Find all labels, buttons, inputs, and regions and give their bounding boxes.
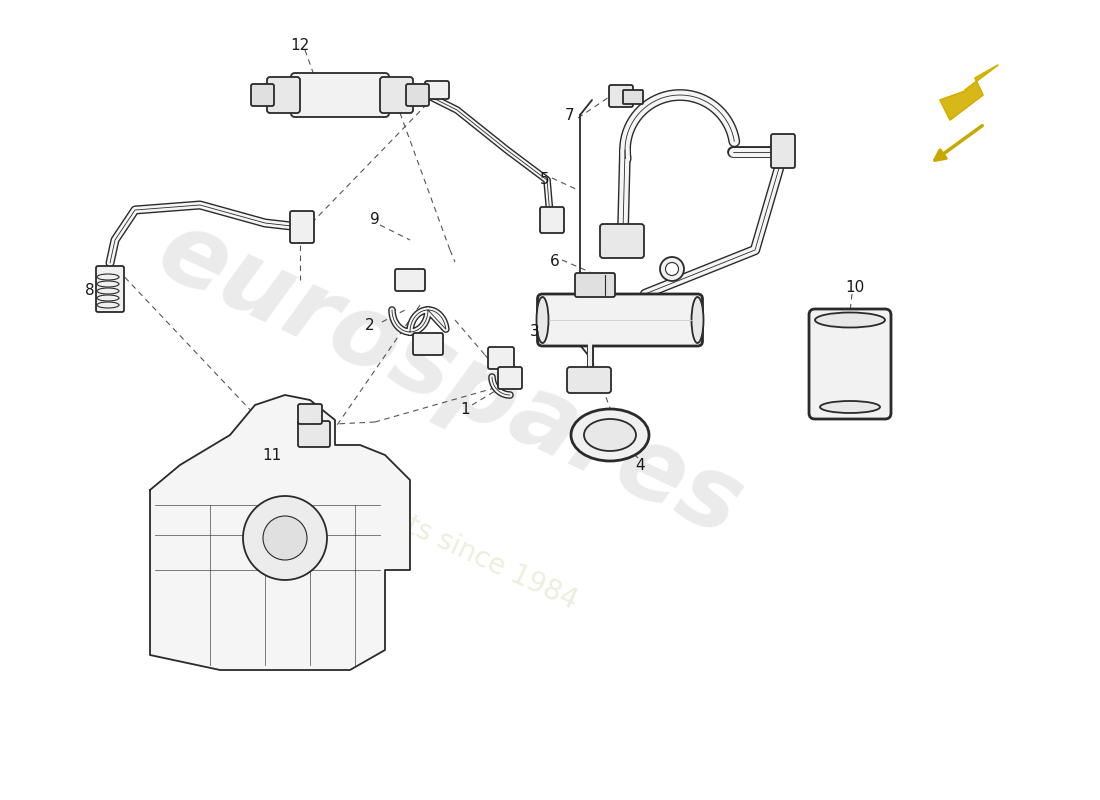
FancyBboxPatch shape — [575, 273, 615, 297]
Text: 12: 12 — [290, 38, 309, 53]
FancyBboxPatch shape — [290, 211, 314, 243]
FancyBboxPatch shape — [771, 134, 795, 168]
FancyBboxPatch shape — [267, 77, 300, 113]
FancyBboxPatch shape — [600, 224, 643, 258]
Circle shape — [243, 496, 327, 580]
Polygon shape — [150, 395, 410, 670]
FancyBboxPatch shape — [251, 84, 274, 106]
Ellipse shape — [97, 281, 119, 287]
FancyBboxPatch shape — [395, 269, 425, 291]
Ellipse shape — [584, 419, 636, 451]
Ellipse shape — [97, 274, 119, 280]
Text: 2: 2 — [365, 318, 375, 333]
Text: 9: 9 — [370, 213, 379, 227]
FancyBboxPatch shape — [488, 347, 514, 369]
Circle shape — [263, 516, 307, 560]
Circle shape — [660, 257, 684, 281]
Text: 8: 8 — [85, 282, 95, 298]
FancyBboxPatch shape — [498, 367, 522, 389]
Ellipse shape — [820, 401, 880, 413]
FancyBboxPatch shape — [425, 81, 449, 99]
Text: 7: 7 — [565, 107, 575, 122]
Ellipse shape — [571, 409, 649, 461]
Text: a place for parts since 1984: a place for parts since 1984 — [218, 426, 582, 614]
FancyBboxPatch shape — [412, 333, 443, 355]
Ellipse shape — [97, 295, 119, 301]
Polygon shape — [940, 65, 998, 120]
Ellipse shape — [97, 288, 119, 294]
FancyBboxPatch shape — [292, 73, 389, 117]
Ellipse shape — [537, 297, 549, 343]
Circle shape — [666, 262, 679, 275]
FancyBboxPatch shape — [566, 367, 610, 393]
Text: 3: 3 — [530, 325, 540, 339]
Text: 10: 10 — [846, 281, 865, 295]
Text: 5: 5 — [540, 173, 550, 187]
FancyBboxPatch shape — [609, 85, 632, 107]
FancyBboxPatch shape — [540, 207, 564, 233]
Ellipse shape — [692, 297, 704, 343]
Text: 11: 11 — [263, 447, 282, 462]
Text: 6: 6 — [550, 254, 560, 270]
Text: 4: 4 — [635, 458, 645, 473]
FancyBboxPatch shape — [406, 84, 429, 106]
Text: eurospares: eurospares — [143, 202, 757, 558]
FancyBboxPatch shape — [96, 266, 124, 312]
FancyBboxPatch shape — [538, 294, 703, 346]
FancyBboxPatch shape — [379, 77, 412, 113]
Ellipse shape — [97, 302, 119, 308]
Ellipse shape — [815, 313, 886, 327]
Text: 1: 1 — [460, 402, 470, 418]
FancyBboxPatch shape — [623, 90, 643, 104]
FancyBboxPatch shape — [808, 309, 891, 419]
FancyBboxPatch shape — [298, 421, 330, 447]
FancyBboxPatch shape — [298, 404, 322, 424]
